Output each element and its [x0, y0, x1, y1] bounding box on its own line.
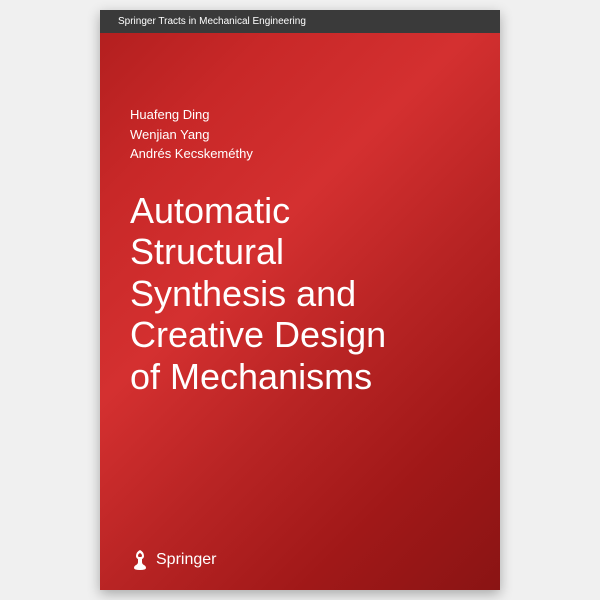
book-title: Automatic Structural Synthesis and Creat…: [130, 190, 460, 397]
book-cover: Springer Tracts in Mechanical Engineerin…: [100, 10, 500, 590]
title-line: Structural: [130, 231, 460, 272]
title-line: Creative Design: [130, 314, 460, 355]
authors-block: Huafeng Ding Wenjian Yang Andrés Kecskem…: [130, 105, 253, 164]
publisher-block: Springer: [130, 548, 216, 572]
publisher-name: Springer: [156, 551, 216, 569]
series-bar: Springer Tracts in Mechanical Engineerin…: [100, 10, 500, 33]
title-line: Automatic: [130, 190, 460, 231]
author-name: Huafeng Ding: [130, 105, 253, 125]
title-line: of Mechanisms: [130, 356, 460, 397]
series-name: Springer Tracts in Mechanical Engineerin…: [118, 16, 306, 27]
author-name: Wenjian Yang: [130, 125, 253, 145]
author-name: Andrés Kecskeméthy: [130, 144, 253, 164]
title-line: Synthesis and: [130, 273, 460, 314]
springer-logo-icon: [130, 548, 150, 572]
